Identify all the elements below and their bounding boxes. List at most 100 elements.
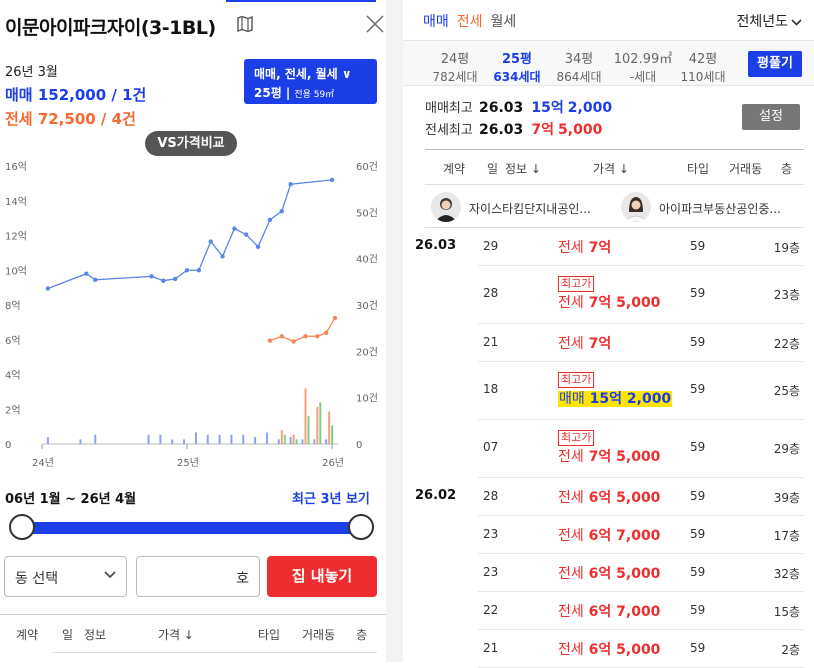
data-point-매매 [288, 182, 293, 187]
trade-row[interactable]: 23 전세 6억 7,000 59 17층 [403, 516, 814, 554]
price-chart[interactable]: 16억 14억 12억 10억 8억 6억 4억 2억 0 60건 50건 40건 30건 20건 10건 0… [0, 140, 386, 475]
size-pyeong: 34평 [564, 52, 594, 67]
size-option-34[interactable]: 34평 864세대 [549, 48, 609, 85]
price-wrap: 전세 7억 5,000 [558, 295, 660, 311]
jeonse-volume-bar [316, 406, 319, 444]
range-slider-start-handle[interactable] [9, 514, 35, 540]
trade-filter-button[interactable]: 매매, 전세, 월세 ∨ 25평 | 전용 59㎡ [244, 59, 377, 104]
col-info-sort[interactable]: 정보 ↓ [505, 162, 541, 176]
trade-floor: 25층 [773, 384, 800, 398]
y-left-tick-label: 8억 [5, 300, 21, 312]
data-point-전세 [267, 338, 273, 343]
max-sale-date: 26.03 [478, 100, 524, 116]
trade-row[interactable]: 18 최고가 매매 15억 2,000 59 25층 [403, 362, 814, 420]
price-wrap: 전세 7억 [558, 336, 611, 352]
dong-select[interactable]: 동 선택 [4, 556, 127, 597]
row-divider [478, 591, 804, 592]
sale-volume-bar [230, 434, 233, 444]
trade-price: 전세 6억 5,000 [558, 563, 660, 583]
agent-avatar[interactable] [431, 192, 461, 222]
list-property-button[interactable]: 집 내놓기 [267, 556, 377, 597]
price-wrap: 전세 6억 7,000 [558, 604, 660, 620]
max-sale-label: 매매최고 [425, 101, 473, 116]
col-info: 정보 [84, 628, 107, 642]
settings-button[interactable]: 설정 [742, 104, 800, 130]
trade-kind: 전세 [558, 566, 584, 582]
agent-name[interactable]: 아이파크부동산공인중... [659, 202, 781, 216]
vs-compare-button[interactable]: VS가격비교 [145, 131, 237, 156]
row-divider [478, 515, 804, 516]
map-icon[interactable] [236, 15, 254, 33]
sale-volume-bar [242, 434, 245, 444]
recent-3y-link[interactable]: 최근 3년 보기 [292, 492, 370, 507]
y-left-tick-label: 4억 [5, 370, 21, 382]
price-wrap: 전세 6억 5,000 [558, 566, 660, 582]
ho-input[interactable]: 호 [136, 556, 260, 597]
series-line-전세 [269, 317, 336, 343]
jeonse-volume-bar [280, 430, 283, 444]
tab-jeonse[interactable]: 전세 [456, 14, 483, 30]
trade-row[interactable]: 23 전세 6억 5,000 59 32층 [403, 554, 814, 592]
max-jeonse-date: 26.03 [478, 122, 524, 138]
x-tick-label: 24년 [32, 457, 54, 469]
trade-row[interactable]: 21 전세 6억 5,000 59 2층 [403, 630, 814, 668]
trade-row[interactable]: 26.03 29 전세 7억 59 19층 [403, 228, 814, 266]
trade-rest: 7,000 [616, 528, 661, 544]
left-table-header: 계약 일 정보 가격 ↓ 타입 거래동 층 [0, 614, 386, 652]
year-select[interactable]: 전체년도 [736, 11, 802, 31]
trade-area: 59 [690, 489, 706, 503]
agent-avatar[interactable] [621, 192, 651, 222]
monthly-volume-bar [331, 425, 334, 444]
size-option-102[interactable]: 102.99㎡ -세대 [609, 48, 677, 85]
trade-row[interactable]: 26.02 28 전세 6억 5,000 59 39층 [403, 478, 814, 516]
data-point-매매 [279, 208, 284, 214]
size-option-42[interactable]: 42평 110세대 [673, 48, 733, 85]
col-contract: 계약 [443, 162, 466, 176]
y-right-tick-label: 50건 [356, 207, 378, 219]
trade-area: 59 [690, 603, 706, 617]
trade-price: 전세 7억 [558, 237, 611, 257]
chevron-down-icon [104, 571, 116, 579]
data-point-매매 [267, 217, 273, 223]
trade-floor: 19층 [773, 241, 800, 255]
tab-sale[interactable]: 매매 [423, 14, 449, 30]
data-point-매매 [173, 276, 178, 282]
range-slider-track[interactable] [22, 522, 362, 534]
jeonse-volume-bar [304, 388, 307, 444]
data-point-매매 [161, 278, 166, 283]
trade-area: 59 [690, 382, 706, 396]
trade-row[interactable]: 22 전세 6억 7,000 59 15층 [403, 592, 814, 630]
col-price-sort[interactable]: 가격 ↓ [593, 162, 629, 176]
y-left-tick-label: 12억 [5, 231, 27, 243]
trade-row[interactable]: 28 최고가 전세 7억 5,000 59 23층 [403, 266, 814, 324]
filter-size-label: 25평 [254, 86, 282, 100]
y-right-tick-label: 10건 [356, 393, 378, 405]
agent-name[interactable]: 자이스타킴단지내공인... [469, 202, 591, 216]
size-option-24[interactable]: 24평 782세대 [425, 48, 485, 85]
trade-row[interactable]: 21 전세 7억 59 22층 [403, 324, 814, 362]
data-point-매매 [184, 268, 190, 273]
trade-row[interactable]: 07 최고가 전세 7억 5,000 59 29층 [403, 420, 814, 478]
sale-volume-bar [79, 439, 82, 444]
divider [52, 652, 377, 653]
row-divider [478, 323, 804, 324]
trade-price: 전세 6억 5,000 [558, 487, 660, 507]
trade-day: 28 [483, 489, 499, 503]
trade-area: 59 [690, 527, 706, 541]
tab-monthly[interactable]: 월세 [490, 14, 517, 30]
row-divider [478, 629, 804, 630]
row-divider [478, 419, 804, 420]
size-option-25[interactable]: 25평 634세대 [487, 48, 547, 85]
max-sale-rest: 2,000 [567, 100, 613, 116]
trade-eok: 6억 [588, 642, 612, 658]
trade-day: 23 [483, 527, 499, 541]
pyeong-expand-button[interactable]: 평풀기 [748, 51, 802, 77]
price-wrap: 전세 6억 5,000 [558, 490, 660, 506]
close-icon[interactable] [364, 13, 386, 35]
range-slider-end-handle[interactable] [348, 514, 374, 540]
col-price-sort[interactable]: 가격 ↓ [158, 628, 194, 642]
data-point-매매 [196, 268, 202, 273]
y-right-tick-label: 20건 [356, 346, 378, 358]
y-right-tick-label: 40건 [356, 254, 378, 266]
col-type: 타입 [687, 162, 710, 176]
